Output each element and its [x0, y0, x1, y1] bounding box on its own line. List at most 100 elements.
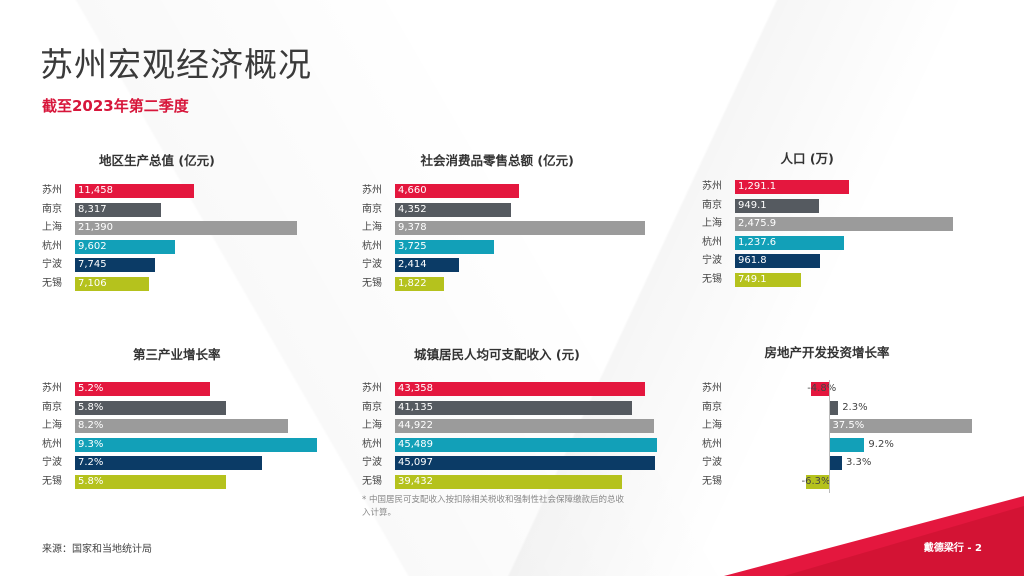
page-subtitle: 截至2023年第二季度 — [42, 97, 189, 115]
bar-hangzhou: 3,725 — [395, 239, 495, 254]
bar-row-wuxi: 无锡 749.1 — [702, 272, 962, 287]
bar-row-ningbo: 宁波 2,414 — [362, 258, 662, 272]
category-label: 杭州 — [702, 236, 722, 248]
category-label: 苏州 — [362, 383, 382, 394]
bar-row-ningbo: 宁波 7.2% — [42, 456, 332, 470]
category-label: 宁波 — [362, 259, 382, 270]
data-label: 9.3% — [78, 438, 104, 450]
bar-suzhou — [811, 382, 830, 396]
category-label: 杭州 — [362, 438, 382, 450]
bar-row-suzhou: 苏州 1,291.1 — [702, 180, 962, 194]
data-label: 7.2% — [78, 457, 104, 468]
bar-row-hangzhou: 杭州 3,725 — [362, 239, 662, 254]
chart-title: 地区生产总值 (亿元) — [99, 153, 215, 168]
bar-shanghai: 44,922 — [395, 419, 654, 433]
bar-row-suzhou: 苏州 43,358 — [362, 382, 662, 396]
chart-real-estate-investment-growth: 房地产开发投资增长率 苏州 -4.8% 南京 2.3% 上海 37.5% 杭州 9.2% 宁波 3.… — [702, 342, 972, 512]
category-label: 上海 — [702, 420, 722, 431]
data-label: 44,922 — [398, 420, 433, 431]
data-label: 961.8 — [738, 255, 767, 266]
bar-row-shanghai: 上海 21,390 — [42, 221, 312, 235]
data-label: 3,725 — [398, 240, 427, 252]
bar-shanghai — [829, 419, 972, 433]
category-label: 苏州 — [42, 185, 62, 196]
bar-shanghai: 2,475.9 — [735, 217, 953, 231]
bar-row-nanjing: 南京 8,317 — [42, 202, 312, 217]
bar-row-hangzhou: 杭州 9,602 — [42, 239, 312, 254]
category-label: 上海 — [702, 218, 722, 229]
bar-row-shanghai: 上海 44,922 — [362, 419, 662, 433]
chart-title: 第三产业增长率 — [133, 347, 221, 362]
bar-ningbo: 45,097 — [395, 456, 655, 470]
footnote: * 中国居民可支配收入按扣除相关税收和强制性社会保障缴款后的总收入计算。 — [362, 495, 624, 518]
bar-ningbo: 7,745 — [75, 258, 156, 272]
category-label: 上海 — [42, 222, 62, 233]
bar-row-ningbo: 宁波 45,097 — [362, 456, 662, 470]
category-label: 苏州 — [702, 383, 722, 394]
category-label: 上海 — [362, 222, 382, 233]
bar-row-nanjing: 南京 949.1 — [702, 198, 962, 213]
category-label: 无锡 — [702, 475, 722, 487]
category-label: 无锡 — [362, 277, 382, 289]
data-label: 949.1 — [738, 199, 767, 211]
bar-hangzhou: 9,602 — [75, 239, 175, 254]
bar-row-wuxi: 无锡 -6.3% — [702, 474, 972, 489]
bar-row-wuxi: 无锡 1,822 — [362, 276, 662, 291]
bar-nanjing: 8,317 — [75, 202, 162, 217]
chart-tertiary-growth: 第三产业增长率 苏州 5.2% 南京 5.8% 上海 8.2% 杭州 9.3% 宁波 7.2% 无锡 5… — [42, 344, 332, 514]
bar-hangzhou: 9.3% — [75, 437, 317, 452]
data-label: 2.3% — [842, 401, 868, 413]
page-number: 戴德梁行 - 2 — [923, 543, 982, 554]
chart-population: 人口 (万) 苏州 1,291.1 南京 949.1 上海 2,475.9 杭州 1,237.6… — [702, 148, 962, 318]
bar-wuxi: 5.8% — [75, 474, 226, 489]
bar-shanghai: 21,390 — [75, 221, 297, 235]
bar-row-nanjing: 南京 5.8% — [42, 400, 332, 415]
bar-row-hangzhou: 杭州 9.2% — [702, 437, 972, 452]
category-label: 苏州 — [42, 383, 62, 394]
chart-title: 房地产开发投资增长率 — [764, 345, 890, 360]
data-label: 43,358 — [398, 383, 433, 394]
category-label: 上海 — [42, 420, 62, 431]
chart-retail-sales: 社会消费品零售总额 (亿元) 苏州 4,660 南京 4,352 上海 9,378 杭州 3,7… — [362, 150, 662, 320]
bar-shanghai: 9,378 — [395, 221, 645, 235]
bar-wuxi — [805, 474, 830, 489]
data-label: 1,237.6 — [738, 236, 777, 248]
bar-row-wuxi: 无锡 5.8% — [42, 474, 332, 489]
category-label: 宁波 — [702, 255, 722, 266]
data-label: 45,489 — [398, 438, 433, 450]
category-label: 宁波 — [362, 457, 382, 468]
bar-row-wuxi: 无锡 7,106 — [42, 276, 312, 291]
data-label: 9.2% — [868, 438, 894, 450]
bar-row-nanjing: 南京 41,135 — [362, 400, 662, 415]
chart-title: 城镇居民人均可支配收入 (元) — [414, 347, 580, 362]
bar-suzhou: 4,660 — [395, 184, 520, 198]
category-label: 南京 — [42, 401, 62, 413]
bar-hangzhou — [829, 437, 865, 452]
bar-row-ningbo: 宁波 961.8 — [702, 254, 962, 268]
category-label: 无锡 — [42, 475, 62, 487]
bar-row-suzhou: 苏州 4,660 — [362, 184, 662, 198]
category-label: 苏州 — [702, 181, 722, 192]
zero-axis — [829, 380, 831, 493]
data-label: 749.1 — [738, 273, 767, 285]
data-label: 8.2% — [78, 420, 104, 431]
category-label: 南京 — [702, 401, 722, 413]
data-label: 3.3% — [845, 457, 872, 468]
data-label: 11,458 — [78, 185, 113, 196]
bar-wuxi: 39,432 — [395, 474, 623, 489]
data-label: 37.5% — [832, 420, 865, 431]
chart-title: 社会消费品零售总额 (亿元) — [420, 153, 574, 168]
data-label: 4,352 — [398, 203, 427, 215]
bar-row-shanghai: 上海 8.2% — [42, 419, 332, 433]
category-label: 上海 — [362, 420, 382, 431]
bar-suzhou: 1,291.1 — [735, 180, 849, 194]
bar-row-wuxi: 无锡 39,432 — [362, 474, 662, 489]
data-label: 5.2% — [78, 383, 104, 394]
category-label: 宁波 — [42, 259, 62, 270]
bar-shanghai: 8.2% — [75, 419, 289, 433]
category-label: 杭州 — [702, 438, 722, 450]
bar-nanjing: 5.8% — [75, 400, 226, 415]
data-label: 2,414 — [398, 259, 427, 270]
chart-title: 人口 (万) — [780, 151, 834, 166]
bar-suzhou: 11,458 — [75, 184, 194, 198]
